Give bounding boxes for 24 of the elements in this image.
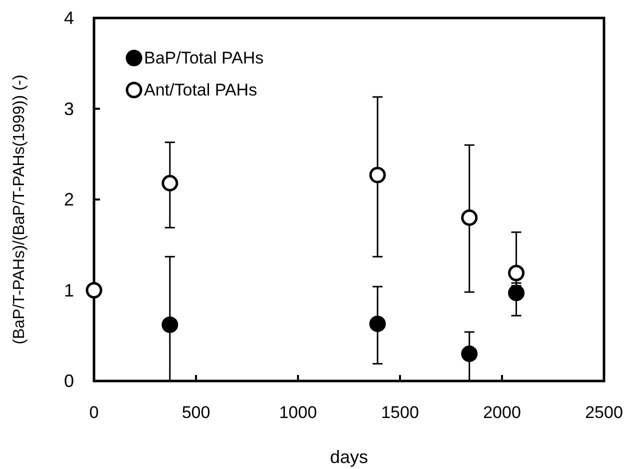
x-axis-title: days	[330, 447, 368, 467]
point	[508, 284, 525, 302]
y-tick-label: 0	[64, 371, 74, 391]
x-tick-label: 1000	[279, 403, 317, 422]
y-axis-title: (BaP/T-PAHs)/(BaP/T-PAHs(1999)) (-)	[11, 74, 28, 344]
point	[162, 316, 178, 333]
y-tick-label: 2	[64, 190, 74, 210]
x-tick-label: 2500	[585, 403, 623, 422]
x-tick-label: 2000	[483, 403, 521, 422]
point	[461, 346, 478, 362]
y-tick-label: 4	[64, 8, 74, 28]
point	[369, 166, 386, 184]
point	[162, 174, 178, 192]
point	[508, 264, 525, 282]
y-tick-label: 1	[64, 280, 74, 300]
point	[461, 209, 478, 226]
y-tick-label: 3	[64, 98, 74, 119]
legend-label: Ant/Total PAHs	[144, 80, 258, 100]
x-tick-label: 1500	[381, 403, 419, 422]
x-tick-label: 500	[182, 403, 210, 422]
x-tick-label: 0	[89, 403, 99, 422]
legend-label: BaP/Total PAHs	[144, 48, 264, 68]
point	[369, 316, 386, 332]
point	[86, 282, 102, 298]
